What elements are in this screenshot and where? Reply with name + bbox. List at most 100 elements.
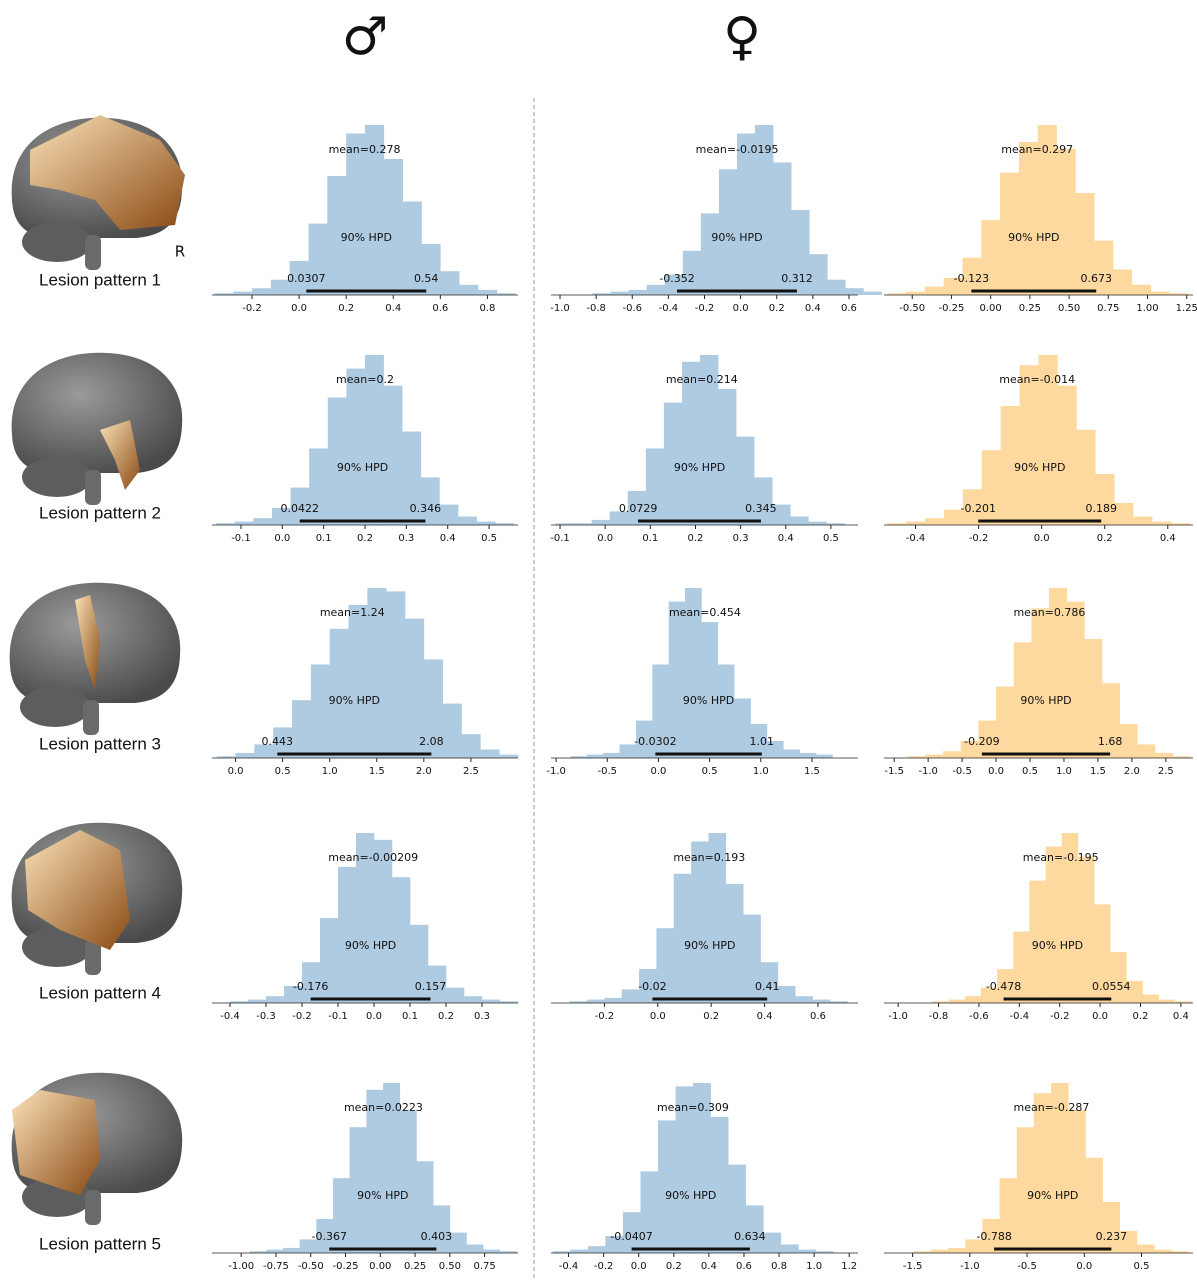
x-tick-label: 0.8: [479, 303, 495, 314]
x-tick-label: 0.0: [1076, 1261, 1092, 1272]
hpd-high-label: 0.189: [1085, 502, 1117, 515]
x-tick-label: 0.1: [402, 1011, 418, 1022]
mean-label: mean=-0.195: [1023, 851, 1099, 864]
bar: [1137, 744, 1155, 758]
hpd-high-label: 0.0554: [1092, 980, 1131, 993]
x-tick-label: 0.3: [474, 1011, 490, 1022]
x-tick-label: -0.4: [559, 1261, 579, 1272]
hpd-low-label: 0.0729: [619, 502, 658, 515]
hpd-low-label: -0.0407: [610, 1230, 652, 1243]
bar: [925, 287, 944, 296]
mean-label: mean=0.2: [336, 373, 394, 386]
hpd-label: 90% HPD: [1008, 231, 1059, 244]
bar: [1046, 847, 1062, 1003]
bar: [778, 986, 796, 1003]
x-tick-label: -0.1: [231, 533, 251, 544]
bar: [611, 292, 629, 295]
x-tick-label: 0.2: [357, 533, 373, 544]
hpd-low-label: -0.0302: [634, 735, 676, 748]
hpd-label: 90% HPD: [684, 939, 735, 952]
row-label: Lesion pattern 3: [39, 734, 161, 753]
bar: [311, 665, 330, 759]
x-tick-label: 2.0: [416, 766, 432, 777]
brain-4: [12, 823, 183, 975]
bar: [292, 700, 311, 758]
x-tick-label: 2.0: [1124, 766, 1140, 777]
bar: [943, 751, 961, 758]
x-tick-label: 0.2: [688, 533, 704, 544]
x-tick-label: 0.2: [438, 1011, 454, 1022]
bar: [459, 285, 478, 295]
x-tick-label: 0.4: [1160, 533, 1176, 544]
x-tick-label: -1.0: [546, 766, 566, 777]
hpd-high-label: 0.157: [415, 980, 447, 993]
x-tick-label: 0.0: [274, 533, 290, 544]
hpd-high-label: 0.673: [1080, 272, 1112, 285]
bar: [1110, 952, 1126, 1003]
mean-label: mean=0.214: [666, 373, 738, 386]
x-tick-label: 0.5: [1022, 766, 1038, 777]
x-tick-label: 0.00: [369, 1261, 391, 1272]
bar: [346, 134, 365, 296]
hpd-high-label: 0.237: [1096, 1230, 1128, 1243]
x-tick-label: -0.25: [333, 1261, 359, 1272]
bar: [587, 755, 604, 758]
bar: [1152, 522, 1171, 525]
bar: [570, 1250, 588, 1253]
hpd-low-label: -0.352: [659, 272, 694, 285]
x-tick-label: 0.0: [1034, 533, 1050, 544]
x-tick-label: -0.2: [969, 533, 989, 544]
bar: [925, 755, 943, 758]
bar: [827, 280, 845, 295]
hpd-label: 90% HPD: [329, 694, 380, 707]
x-tick-label: -0.2: [695, 303, 715, 314]
mean-label: mean=0.297: [1001, 143, 1073, 156]
x-tick-label: 0.5: [823, 533, 839, 544]
bar: [629, 290, 647, 295]
bar: [718, 665, 735, 759]
x-tick-label: -0.4: [220, 1011, 240, 1022]
hpd-label: 90% HPD: [345, 939, 396, 952]
x-tick-label: -0.2: [292, 1011, 312, 1022]
x-tick-label: 1.5: [1090, 766, 1106, 777]
bar: [349, 605, 368, 758]
x-tick-label: 1.5: [369, 766, 385, 777]
mean-label: mean=-0.287: [1013, 1101, 1089, 1114]
bar: [1137, 1245, 1154, 1254]
x-tick-label: -0.2: [1050, 1011, 1070, 1022]
hpd-label: 90% HPD: [665, 1189, 716, 1202]
bar: [603, 753, 620, 758]
x-tick-label: -0.4: [1010, 1011, 1030, 1022]
bar: [808, 522, 826, 525]
bar: [790, 517, 808, 526]
bar: [925, 518, 944, 525]
x-tick-label: -1.0: [888, 1011, 908, 1022]
bar: [863, 292, 881, 295]
hpd-low-label: -0.02: [638, 980, 666, 993]
bar: [499, 755, 518, 758]
bar: [1057, 149, 1076, 295]
bar: [845, 288, 863, 295]
x-tick-label: 0.6: [841, 303, 857, 314]
bar: [400, 1110, 417, 1253]
x-tick-label: 0.0: [650, 766, 666, 777]
x-tick-label: 0.00: [980, 303, 1002, 314]
x-tick-label: 0.4: [757, 1011, 773, 1022]
brain-5: [12, 1073, 183, 1225]
bar: [1095, 474, 1114, 525]
row-label: Lesion pattern 2: [39, 503, 161, 522]
x-tick-label: -0.2: [595, 1011, 615, 1022]
bar: [235, 522, 254, 525]
bar: [795, 996, 813, 1003]
bar: [1019, 142, 1038, 295]
x-tick-label: 1.0: [1056, 766, 1072, 777]
hpd-high-label: 0.312: [781, 272, 813, 285]
bar: [781, 1245, 799, 1254]
x-tick-label: 0.2: [1097, 533, 1113, 544]
bar: [588, 1246, 606, 1253]
x-tick-label: 0.6: [432, 303, 448, 314]
bar: [236, 753, 255, 758]
hpd-low-label: 0.443: [261, 735, 293, 748]
bar: [783, 750, 800, 759]
bar: [658, 1120, 676, 1253]
